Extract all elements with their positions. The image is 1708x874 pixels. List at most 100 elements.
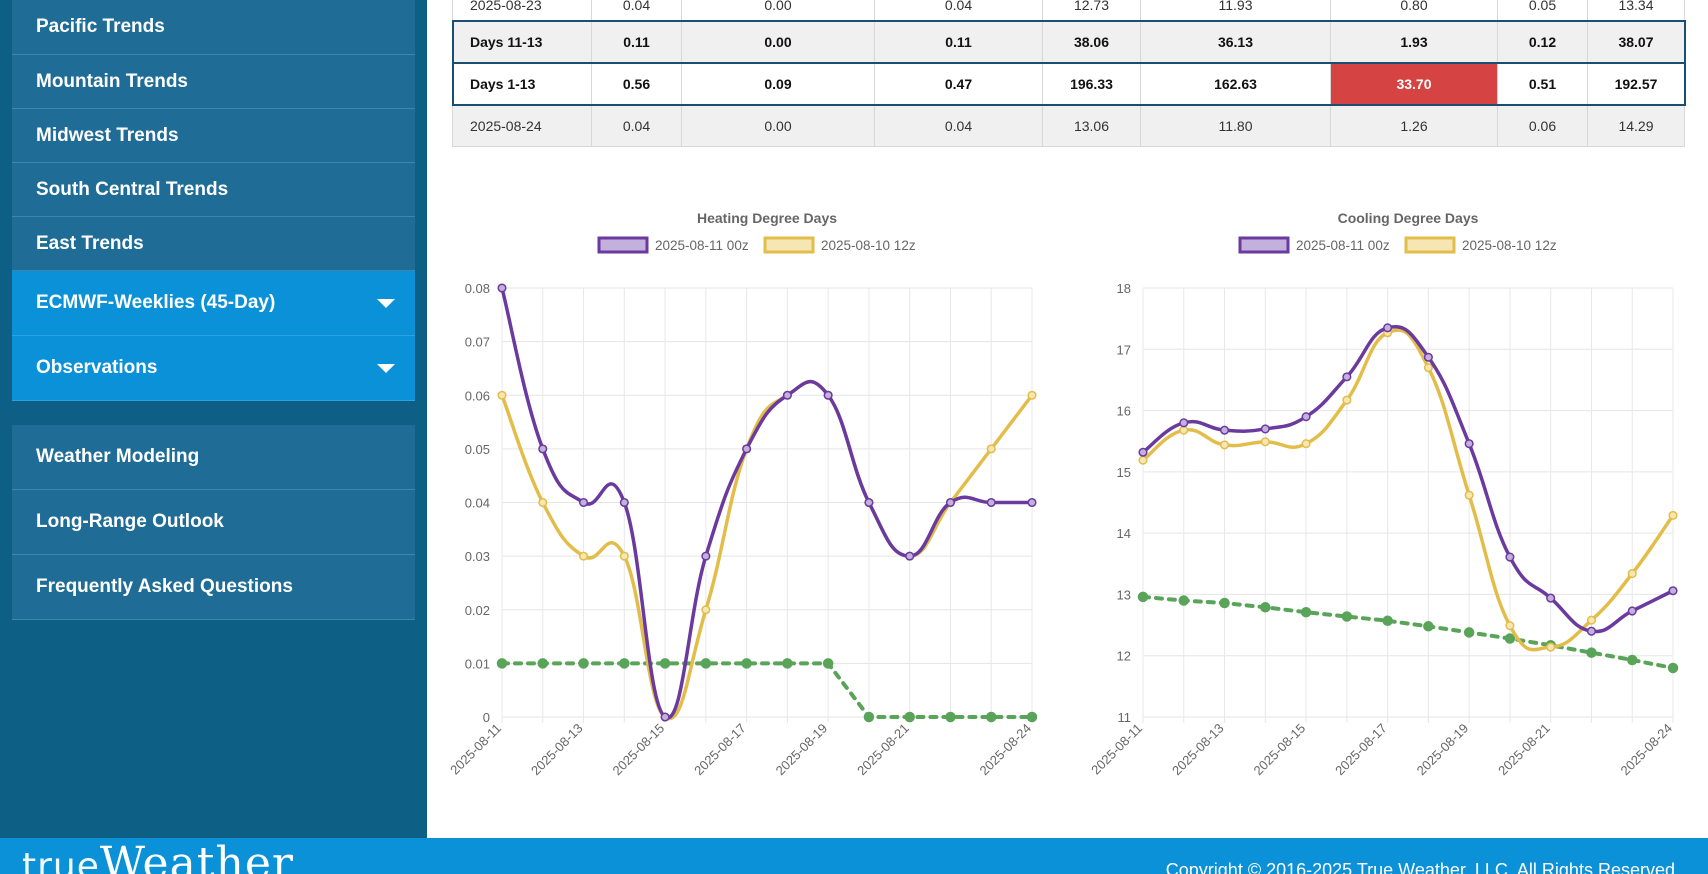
sidebar-item-label: East Trends <box>36 232 144 254</box>
footer: trueWeather Copyright © 2016-2025 True W… <box>0 838 1708 874</box>
sidebar-item-label: Pacific Trends <box>36 16 165 37</box>
sidebar-item-weather-modeling[interactable]: Weather Modeling <box>12 425 415 490</box>
table-cell: 0.05 <box>1497 0 1588 21</box>
data-point <box>1138 455 1148 465</box>
data-point <box>823 390 833 400</box>
data-point <box>619 658 630 669</box>
x-tick-label: 2025-08-24 <box>976 721 1034 779</box>
table-cell: 11.80 <box>1140 104 1331 147</box>
data-point <box>496 658 508 669</box>
table-row-label: 2025-08-23 <box>452 0 592 21</box>
y-tick-label: 13 <box>1117 587 1131 602</box>
sidebar-trend-list: Pacific Trends Mountain Trends Midwest T… <box>12 0 415 401</box>
legend-swatch <box>763 236 815 254</box>
series-line <box>1141 328 1675 652</box>
sidebar: Pacific Trends Mountain Trends Midwest T… <box>0 0 427 838</box>
data-point <box>905 551 915 561</box>
sidebar-item-mountain-trends[interactable]: Mountain Trends <box>12 55 415 109</box>
data-point <box>1219 440 1230 450</box>
legend-label: 2025-08-11 00z <box>1296 238 1390 253</box>
x-tick-label: 2025-08-21 <box>854 721 912 779</box>
logo-light-text: true <box>22 846 100 874</box>
x-tick-label: 2025-08-17 <box>691 721 749 779</box>
data-point <box>1138 447 1148 457</box>
data-point <box>1423 363 1433 373</box>
sidebar-item-label: Midwest Trends <box>36 124 179 146</box>
sidebar-item-label: Observations <box>36 357 158 378</box>
table-cell: 1.26 <box>1330 104 1498 147</box>
sidebar-item-observations[interactable]: Observations <box>12 336 415 401</box>
series-line <box>1141 594 1675 670</box>
data-point <box>985 711 997 723</box>
table-row-label: 2025-08-24 <box>452 104 592 147</box>
data-point <box>1546 642 1556 652</box>
data-point <box>782 658 793 669</box>
table-cell: 0.47 <box>874 62 1043 105</box>
table-cell: 38.06 <box>1042 20 1141 63</box>
data-point <box>659 658 671 669</box>
y-tick-label: 0.02 <box>465 603 490 618</box>
chart-title: Heating Degree Days <box>697 210 837 226</box>
chevron-down-icon <box>377 298 395 308</box>
data-point <box>1464 490 1474 500</box>
x-tick-label: 2025-08-24 <box>1617 721 1675 779</box>
data-point <box>1219 425 1230 435</box>
table-cell: 0.12 <box>1497 20 1588 63</box>
sidebar-item-label: Frequently Asked Questions <box>36 576 293 597</box>
series-line <box>1141 325 1675 634</box>
data-point <box>1668 586 1678 596</box>
table-row: 2025-08-23 0.04 0.00 0.04 12.73 11.93 0.80 0.05… <box>452 0 1685 21</box>
table-cell: 196.33 <box>1042 62 1141 105</box>
legend-label: 2025-08-11 00z <box>655 238 749 253</box>
data-point <box>578 497 589 508</box>
data-point <box>1626 654 1638 666</box>
y-tick-label: 0.06 <box>465 388 490 403</box>
data-point <box>1179 418 1189 428</box>
data-point <box>822 658 834 669</box>
data-point <box>1505 621 1515 631</box>
sidebar-item-midwest-trends[interactable]: Midwest Trends <box>12 109 415 163</box>
data-point <box>1546 593 1556 603</box>
data-point <box>701 551 711 561</box>
x-tick-label: 2025-08-19 <box>773 721 831 779</box>
data-point <box>1178 595 1190 606</box>
data-point <box>701 605 711 615</box>
y-tick-label: 16 <box>1117 404 1131 419</box>
main-content: 2025-08-23 0.04 0.00 0.04 12.73 11.93 0.80 0.05… <box>427 0 1708 838</box>
x-tick-label: 2025-08-19 <box>1414 721 1472 779</box>
sidebar-item-ecmwf-weeklies[interactable]: ECMWF-Weeklies (45-Day) <box>12 271 415 336</box>
data-point <box>660 712 670 722</box>
x-tick-label: 2025-08-15 <box>610 721 668 779</box>
table-cell: 12.73 <box>1042 0 1141 21</box>
data-point <box>945 497 956 508</box>
table-cell: 0.80 <box>1330 0 1498 21</box>
data-point <box>1260 424 1270 434</box>
sidebar-item-long-range-outlook[interactable]: Long-Range Outlook <box>12 490 415 555</box>
data-point <box>1423 352 1433 362</box>
data-point <box>1341 611 1353 622</box>
sidebar-item-label: Mountain Trends <box>36 70 188 92</box>
data-point <box>1219 597 1230 609</box>
hdd-chart: Heating Degree Days 2025-08-11 00z 2025-08… <box>447 205 1057 805</box>
table-cell: 0.04 <box>874 0 1043 21</box>
sidebar-item-pacific-trends[interactable]: Pacific Trends <box>12 0 415 55</box>
y-tick-label: 0.07 <box>465 335 490 350</box>
data-point <box>1423 621 1434 632</box>
sidebar-item-south-central-trends[interactable]: South Central Trends <box>12 163 415 217</box>
sidebar-item-faq[interactable]: Frequently Asked Questions <box>12 555 415 620</box>
table-cell: 0.56 <box>591 62 682 105</box>
data-point <box>1627 606 1637 616</box>
data-point <box>1627 569 1637 579</box>
data-point <box>1667 662 1679 674</box>
data-point <box>1586 615 1597 625</box>
table-cell: 38.07 <box>1587 20 1685 63</box>
chart-title: Cooling Degree Days <box>1338 210 1479 226</box>
table-cell: 0.09 <box>681 62 875 105</box>
data-point <box>986 497 996 508</box>
sidebar-item-east-trends[interactable]: East Trends <box>12 217 415 271</box>
chevron-down-icon <box>377 363 395 373</box>
hdd-chart-svg: Heating Degree Days 2025-08-11 00z 2025-08… <box>447 210 1038 779</box>
table-row-label: Days 11-13 <box>452 20 592 63</box>
x-tick-label: 2025-08-15 <box>1251 721 1309 779</box>
